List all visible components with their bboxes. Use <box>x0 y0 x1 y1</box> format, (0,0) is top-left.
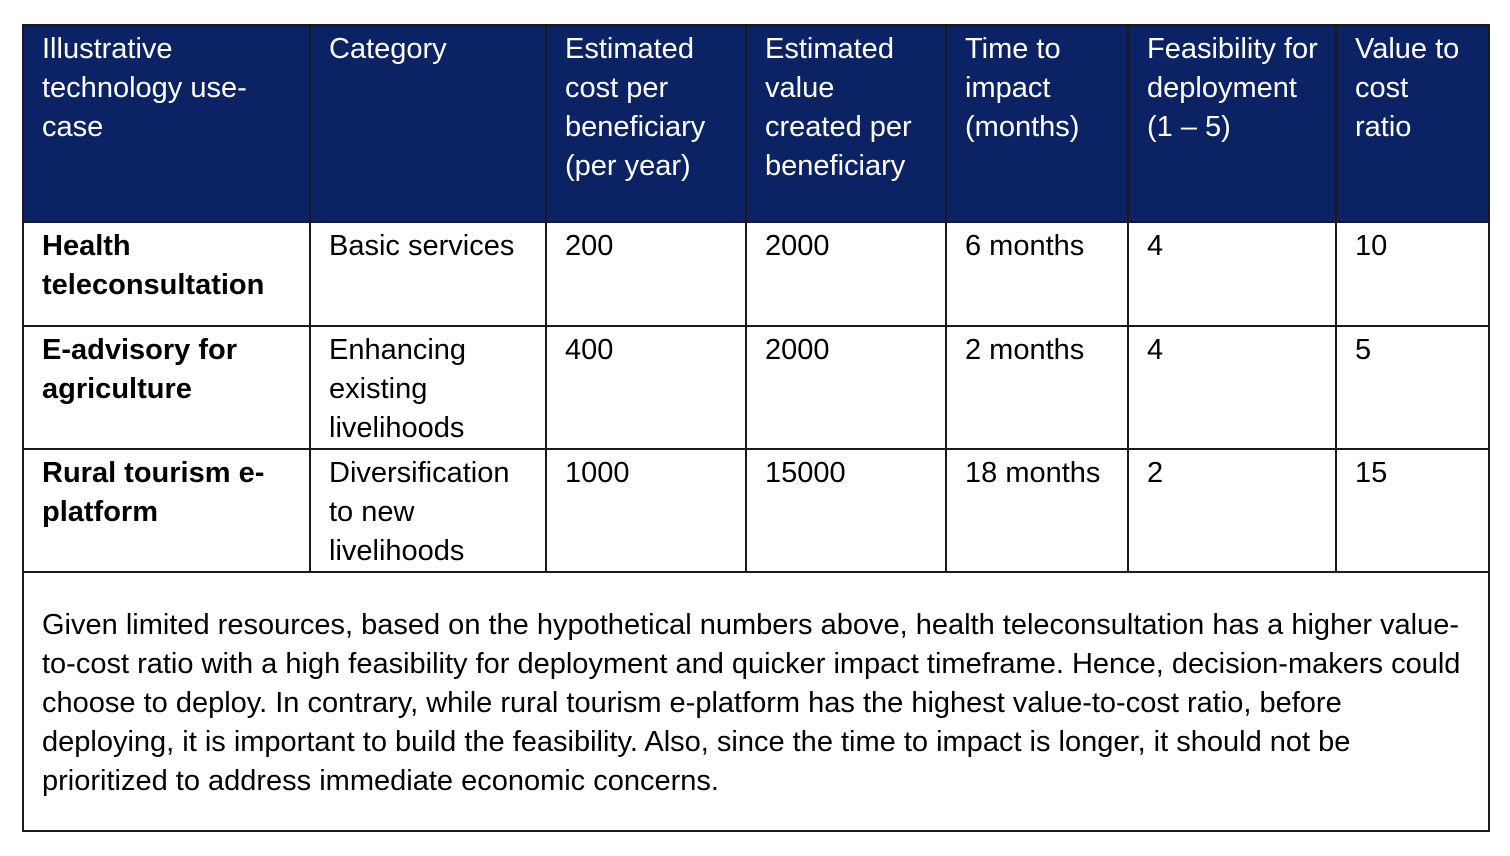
use-case-cell: Rural tourism e-platform <box>24 448 311 573</box>
use-case-cell: E-advisory for agriculture <box>24 325 311 450</box>
cost-cell: 200 <box>545 221 747 327</box>
feasibility-cell: 2 <box>1127 448 1337 573</box>
table-row: E-advisory for agriculture Enhancing exi… <box>24 325 1488 450</box>
header-cost: Estimated cost per beneficiary (per year… <box>545 26 747 223</box>
category-cell: Basic services <box>309 221 547 327</box>
summary-paragraph: Given limited resources, based on the hy… <box>42 609 1461 797</box>
use-case-cell: Health teleconsultation <box>24 221 311 327</box>
header-feasibility: Feasibility for deployment (1 – 5) <box>1127 26 1337 223</box>
table-row: Rural tourism e-platform Diversification… <box>24 448 1488 573</box>
time-cell: 6 months <box>945 221 1129 327</box>
value-cell: 2000 <box>745 325 947 450</box>
header-ratio: Value to cost ratio <box>1335 26 1488 223</box>
figure-box: Illustrative technology use-case Categor… <box>22 24 1490 832</box>
feasibility-cell: 4 <box>1127 221 1337 327</box>
comparison-table: Illustrative technology use-case Categor… <box>24 26 1488 573</box>
value-cell: 15000 <box>745 448 947 573</box>
ratio-cell: 15 <box>1335 448 1488 573</box>
time-cell: 2 months <box>945 325 1129 450</box>
header-use-case: Illustrative technology use-case <box>24 26 311 223</box>
category-cell: Enhancing existing livelihoods <box>309 325 547 450</box>
cost-cell: 1000 <box>545 448 747 573</box>
cost-cell: 400 <box>545 325 747 450</box>
header-category: Category <box>309 26 547 223</box>
time-cell: 18 months <box>945 448 1129 573</box>
ratio-cell: 10 <box>1335 221 1488 327</box>
header-value: Estimated value created per beneficiary <box>745 26 947 223</box>
header-time: Time to impact (months) <box>945 26 1129 223</box>
ratio-cell: 5 <box>1335 325 1488 450</box>
value-cell: 2000 <box>745 221 947 327</box>
table-header-row: Illustrative technology use-case Categor… <box>24 26 1488 223</box>
category-cell: Diversification to new livelihoods <box>309 448 547 573</box>
table-row: Health teleconsultation Basic services 2… <box>24 221 1488 327</box>
feasibility-cell: 4 <box>1127 325 1337 450</box>
